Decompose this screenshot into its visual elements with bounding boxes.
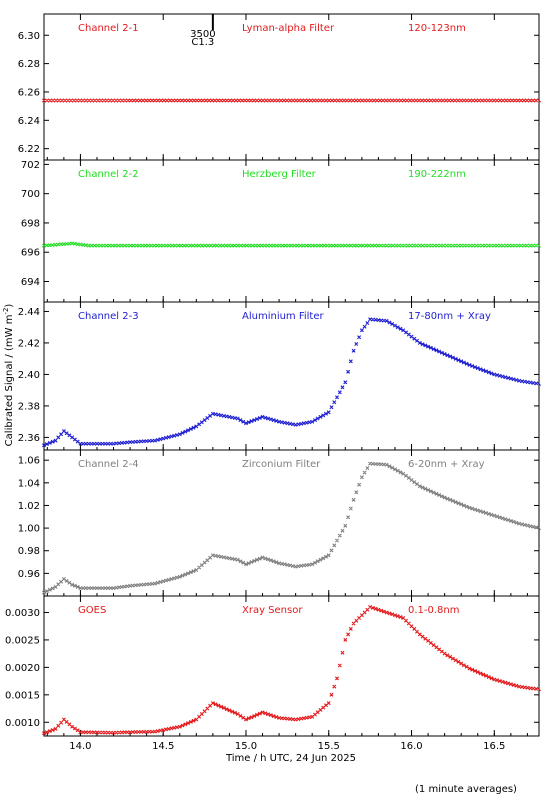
panel-frame [43, 449, 540, 597]
y-tick-label: 6.26 [18, 87, 40, 98]
x-tick-label: 14.5 [152, 741, 174, 752]
wavelength-band: 190-222nm [408, 169, 466, 180]
panel-5: 0.0010 0.0015 0.0020 0.0025 0.0030 GOES Xray S… [5, 595, 541, 737]
y-tick-label: 694 [21, 277, 40, 288]
y-tick-label: 6.24 [18, 116, 40, 127]
panel-frame [43, 13, 540, 161]
y-tick-label: 1.00 [18, 524, 40, 535]
channel-name: GOES [78, 605, 106, 616]
data-series-5 [42, 605, 541, 736]
y-tick-label: 0.0010 [5, 718, 40, 729]
y-tick-label: 0.0015 [5, 690, 40, 701]
y-axis-label-end: ) [4, 304, 15, 308]
x-tick-label: 16.0 [400, 741, 422, 752]
y-tick-label: 698 [21, 218, 40, 229]
wavelength-band: 120-123nm [408, 23, 466, 34]
x-axis-tick-labels: 14.0 14.5 15.0 15.5 16.0 16.5 [69, 741, 505, 752]
flare-marker-id: 3500 [190, 29, 215, 40]
filter-name: Herzberg Filter [242, 169, 317, 180]
channel-name: Channel 2-4 [78, 459, 139, 470]
y-tick-label: 0.98 [18, 546, 40, 557]
panel-2: 694 696 698 700 702 Channel 2-2 Herzberg Filte… [21, 159, 541, 303]
panel-frame [43, 595, 540, 737]
channel-name: Channel 2-3 [78, 311, 139, 322]
y-tick-label: 700 [21, 189, 40, 200]
y-tick-label: 0.0025 [5, 635, 40, 646]
panel-frame [43, 159, 540, 303]
y-tick-label: 2.44 [18, 307, 40, 318]
y-tick-label: 2.42 [18, 338, 40, 349]
y-tick-label: 2.36 [18, 433, 40, 444]
x-tick-label: 15.0 [235, 741, 257, 752]
filter-name: Xray Sensor [242, 605, 303, 616]
panel-3: 2.36 2.38 2.40 2.42 2.44 Channel 2-3 Aluminium… [18, 301, 541, 451]
y-tick-label: 702 [21, 160, 40, 171]
y-axis-label-main: Calibrated Signal / (mW m [4, 315, 15, 447]
filter-name: Lyman-alpha Filter [242, 23, 335, 34]
y-axis-label-superscript: -2 [2, 308, 10, 315]
data-series-3 [42, 317, 541, 448]
wavelength-band: 6-20nm + Xray [408, 459, 485, 470]
y-tick-label: 0.0020 [5, 663, 40, 674]
y-axis-label: Calibrated Signal / (mW m-2) [2, 304, 15, 447]
flare-marker-class: C1.3 [191, 37, 214, 48]
wavelength-band: 0.1-0.8nm [408, 605, 460, 616]
y-tick-label: 2.40 [18, 370, 40, 381]
y-tick-label: 6.28 [18, 59, 40, 70]
data-series-1 [42, 98, 541, 103]
panel-1: 6.22 6.24 6.26 6.28 6.30 Channel 2-1 Lyman-alp… [18, 13, 541, 161]
data-series-2 [42, 241, 541, 248]
y-tick-label: 6.30 [18, 31, 40, 42]
y-tick-label: 696 [21, 248, 40, 259]
wavelength-band: 17-80nm + Xray [408, 311, 491, 322]
chart-panels: 6.22 6.24 6.26 6.28 6.30 Channel 2-1 Lyman-alp… [5, 13, 541, 737]
y-tick-label: 1.02 [18, 501, 40, 512]
y-tick-label: 1.06 [18, 456, 40, 467]
channel-name: Channel 2-1 [78, 23, 139, 34]
filter-name: Zirconium Filter [242, 459, 321, 470]
x-axis-label: Time / h UTC, 24 Jun 2025 [225, 753, 356, 764]
panel-frame [43, 301, 540, 451]
filter-name: Aluminium Filter [242, 311, 325, 322]
data-series-4 [42, 461, 541, 595]
y-tick-label: 0.96 [18, 569, 40, 580]
x-tick-label: 16.5 [483, 741, 505, 752]
channel-name: Channel 2-2 [78, 169, 139, 180]
y-tick-label: 0.0030 [5, 608, 40, 619]
x-tick-label: 14.0 [69, 741, 91, 752]
averaging-footnote: (1 minute averages) [415, 784, 517, 795]
y-tick-label: 1.04 [18, 478, 40, 489]
x-tick-label: 15.5 [318, 741, 340, 752]
panel-4: 0.96 0.98 1.00 1.02 1.04 1.06 Channel 2-4 Zirco… [18, 449, 541, 597]
flare-marker: 3500 C1.3 [190, 14, 216, 48]
y-tick-label: 6.22 [18, 144, 40, 155]
y-tick-label: 2.38 [18, 401, 40, 412]
